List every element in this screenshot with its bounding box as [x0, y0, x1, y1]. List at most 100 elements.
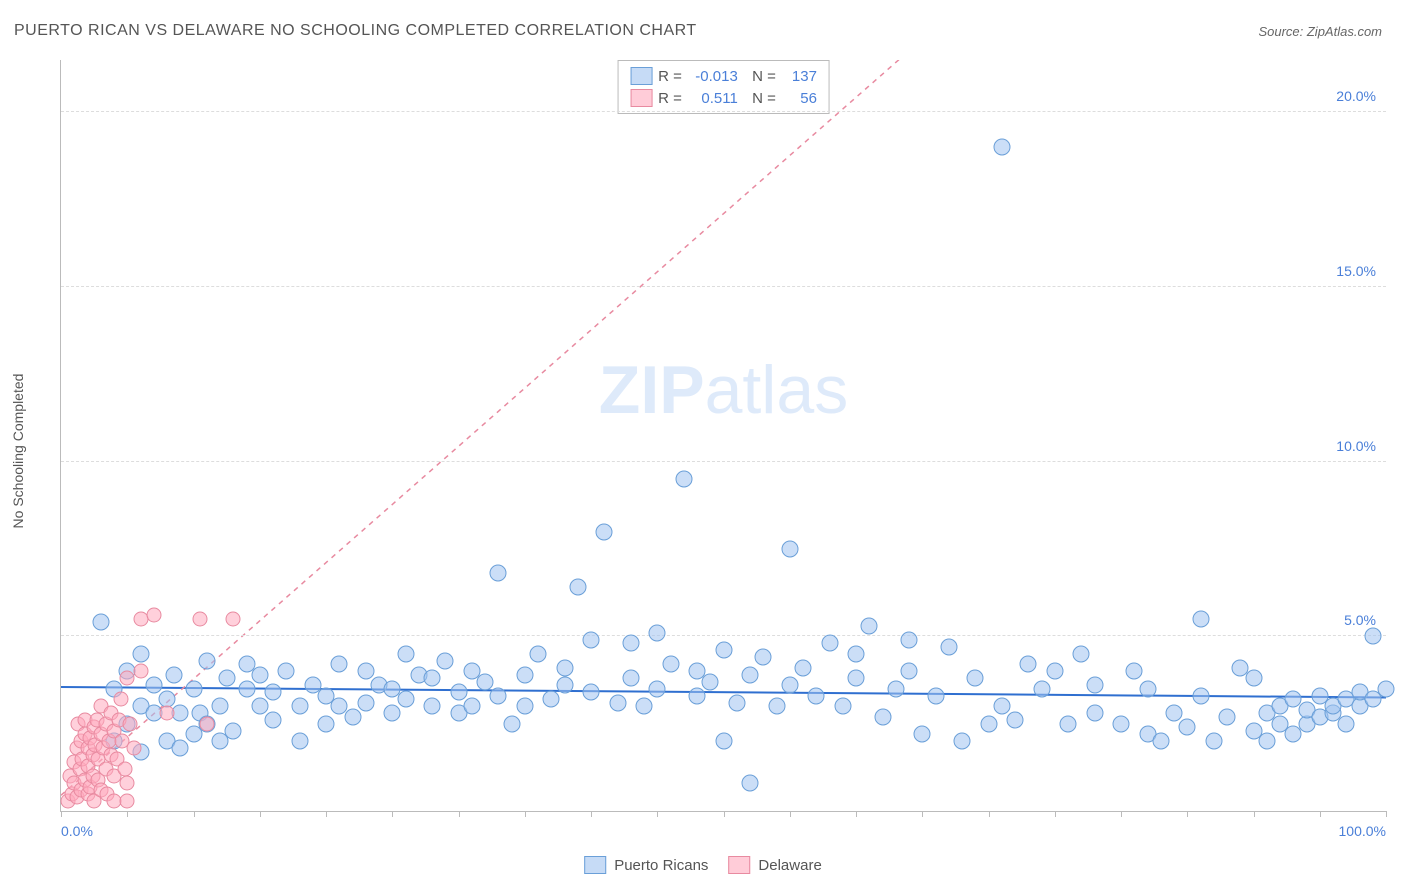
scatter-point — [609, 694, 626, 711]
scatter-point — [543, 691, 560, 708]
scatter-point — [556, 677, 573, 694]
scatter-point — [834, 698, 851, 715]
scatter-point — [120, 776, 135, 791]
scatter-point — [702, 673, 719, 690]
scatter-point — [265, 712, 282, 729]
chart-title: PUERTO RICAN VS DELAWARE NO SCHOOLING CO… — [14, 22, 697, 40]
scatter-point — [768, 698, 785, 715]
scatter-point — [172, 740, 189, 757]
x-tick — [1254, 811, 1255, 817]
n-value-blue: 137 — [782, 68, 817, 85]
scatter-point — [887, 680, 904, 697]
scatter-point — [781, 541, 798, 558]
scatter-point — [146, 608, 161, 623]
x-tick — [1320, 811, 1321, 817]
scatter-point — [92, 614, 109, 631]
scatter-point — [715, 733, 732, 750]
scatter-point — [357, 663, 374, 680]
scatter-point — [397, 645, 414, 662]
scatter-point — [397, 691, 414, 708]
y-tick-label: 15.0% — [1336, 263, 1376, 279]
scatter-point — [583, 684, 600, 701]
x-tick — [392, 811, 393, 817]
scatter-point — [122, 716, 137, 731]
scatter-point — [848, 670, 865, 687]
scatter-point — [291, 698, 308, 715]
x-tick — [127, 811, 128, 817]
bottom-legend: Puerto Ricans Delaware — [584, 856, 822, 874]
scatter-point — [450, 684, 467, 701]
swatch-blue-icon — [584, 856, 606, 874]
x-tick — [61, 811, 62, 817]
scatter-point — [781, 677, 798, 694]
scatter-point — [437, 652, 454, 669]
x-axis-max-label: 100.0% — [1339, 823, 1386, 839]
scatter-point — [821, 635, 838, 652]
scatter-point — [1338, 715, 1355, 732]
scatter-point — [331, 656, 348, 673]
scatter-point — [1192, 687, 1209, 704]
scatter-point — [384, 705, 401, 722]
trend-line — [61, 687, 1386, 697]
y-tick-label: 5.0% — [1344, 612, 1376, 628]
scatter-point — [649, 680, 666, 697]
scatter-point — [357, 694, 374, 711]
y-axis-label: No Schooling Completed — [10, 374, 26, 529]
scatter-point — [1152, 733, 1169, 750]
scatter-point — [583, 631, 600, 648]
scatter-point — [901, 663, 918, 680]
x-tick — [1121, 811, 1122, 817]
scatter-point — [1139, 680, 1156, 697]
scatter-point — [1033, 680, 1050, 697]
watermark: ZIPatlas — [599, 351, 848, 429]
scatter-point — [689, 687, 706, 704]
chart-container: No Schooling Completed ZIPatlas R = -0.0… — [48, 60, 1386, 842]
x-tick — [525, 811, 526, 817]
scatter-point — [251, 666, 268, 683]
scatter-point — [185, 680, 202, 697]
scatter-point — [993, 698, 1010, 715]
scatter-point — [1073, 645, 1090, 662]
scatter-point — [318, 715, 335, 732]
scatter-point — [490, 565, 507, 582]
r-value-pink: 0.511 — [688, 90, 738, 107]
x-tick — [326, 811, 327, 817]
scatter-point — [193, 611, 208, 626]
scatter-point — [728, 694, 745, 711]
scatter-point — [145, 677, 162, 694]
y-tick-label: 20.0% — [1336, 88, 1376, 104]
scatter-point — [649, 624, 666, 641]
legend-item-blue: Puerto Ricans — [584, 856, 708, 874]
scatter-point — [993, 139, 1010, 156]
scatter-point — [927, 687, 944, 704]
scatter-point — [226, 611, 241, 626]
x-tick — [591, 811, 592, 817]
scatter-point — [556, 659, 573, 676]
gridline-h — [61, 111, 1386, 112]
scatter-point — [160, 706, 175, 721]
scatter-point — [1192, 610, 1209, 627]
scatter-point — [1060, 715, 1077, 732]
scatter-point — [212, 698, 229, 715]
scatter-point — [1086, 705, 1103, 722]
scatter-point — [424, 670, 441, 687]
scatter-point — [530, 645, 547, 662]
scatter-point — [622, 670, 639, 687]
scatter-point — [265, 684, 282, 701]
scatter-point — [914, 726, 931, 743]
x-tick — [1055, 811, 1056, 817]
scatter-point — [344, 708, 361, 725]
scatter-point — [675, 471, 692, 488]
x-tick — [724, 811, 725, 817]
x-tick — [922, 811, 923, 817]
legend-label-blue: Puerto Ricans — [614, 857, 708, 874]
source-attribution: Source: ZipAtlas.com — [1258, 24, 1382, 39]
scatter-point — [278, 663, 295, 680]
n-value-pink: 56 — [782, 90, 817, 107]
scatter-point — [1364, 628, 1381, 645]
scatter-point — [1245, 670, 1262, 687]
x-tick — [856, 811, 857, 817]
scatter-point — [516, 666, 533, 683]
scatter-point — [1205, 733, 1222, 750]
scatter-point — [755, 649, 772, 666]
